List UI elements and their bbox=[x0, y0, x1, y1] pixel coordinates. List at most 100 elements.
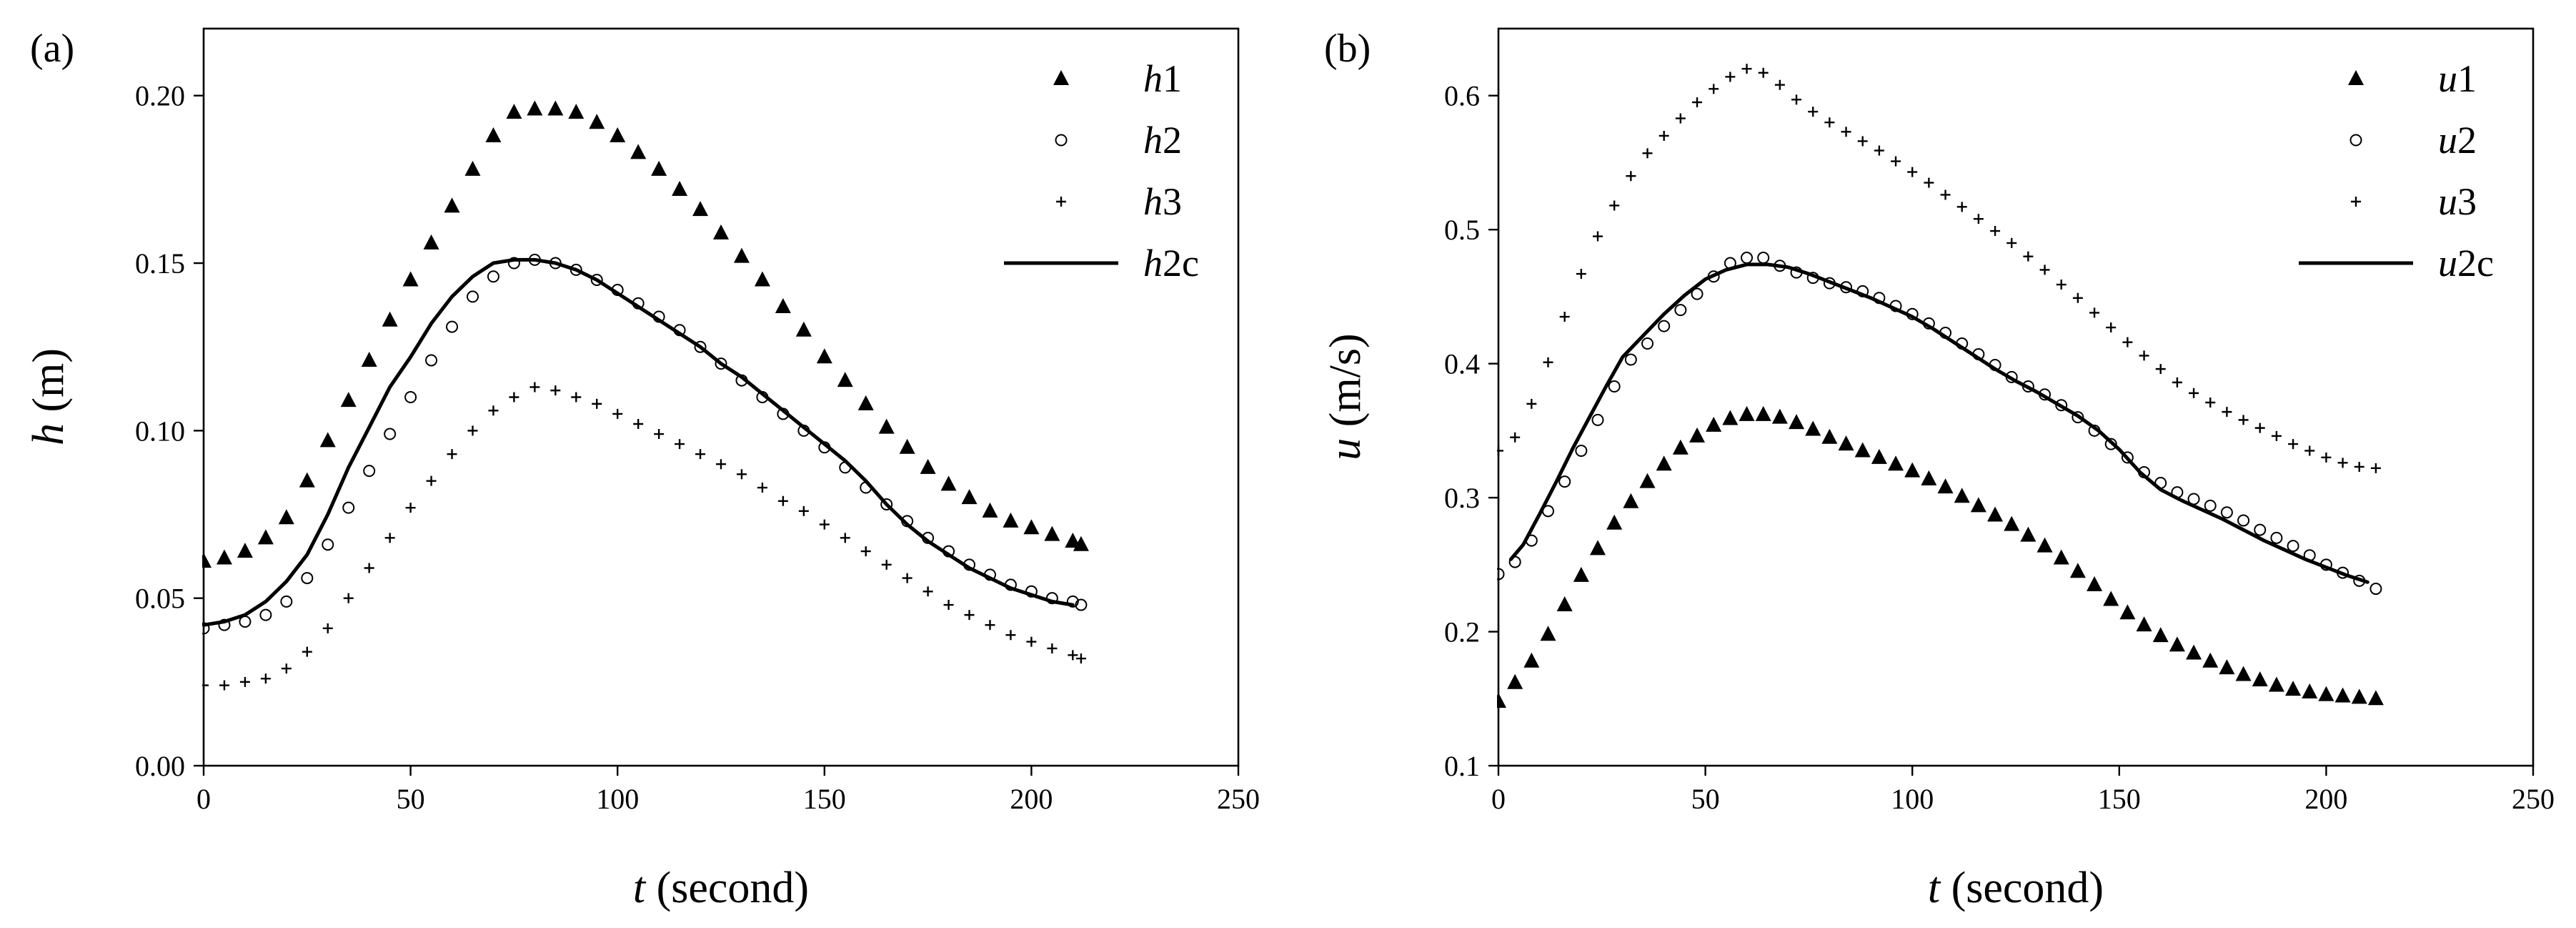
data-point-h3 bbox=[675, 439, 685, 450]
legend-item-u2c: u2c bbox=[2299, 242, 2494, 285]
data-point-u3 bbox=[2056, 280, 2067, 290]
x-tick-label: 50 bbox=[397, 783, 425, 815]
data-point-u3 bbox=[2172, 377, 2182, 388]
data-point-u3 bbox=[2139, 350, 2149, 361]
data-point-u2 bbox=[1674, 304, 1687, 317]
data-point-h3 bbox=[736, 469, 747, 480]
data-point-h3 bbox=[1068, 650, 1078, 661]
data-point-h1 bbox=[237, 543, 253, 558]
data-point-u3 bbox=[1543, 357, 1553, 367]
data-point-u3 bbox=[1791, 94, 1802, 105]
data-point-h1 bbox=[692, 201, 709, 217]
legend-label: h1 bbox=[1143, 57, 1182, 100]
data-point-u1 bbox=[1805, 420, 1821, 436]
data-point-u2 bbox=[1558, 475, 1571, 488]
y-tick-label: 0.15 bbox=[135, 247, 185, 280]
data-point-u3 bbox=[2238, 415, 2249, 425]
data-point-h1 bbox=[1003, 512, 1019, 528]
data-point-h1 bbox=[940, 475, 957, 491]
data-point-h1 bbox=[899, 438, 915, 454]
data-point-u2 bbox=[2270, 531, 2283, 544]
data-point-h3 bbox=[509, 392, 519, 403]
series-h2c-line bbox=[202, 257, 1075, 627]
panel-b-legend: u1 u2 u3 u2c bbox=[2299, 57, 2494, 285]
data-point-h3 bbox=[964, 610, 975, 621]
data-point-h1 bbox=[733, 247, 750, 263]
legend-label: u2 bbox=[2438, 119, 2477, 162]
legend-item-u2: u2 bbox=[2349, 119, 2477, 162]
data-point-h1 bbox=[382, 311, 398, 327]
data-point-u1 bbox=[2334, 687, 2351, 703]
data-point-h1 bbox=[216, 549, 232, 565]
data-point-h1 bbox=[672, 180, 688, 196]
data-point-u3 bbox=[2039, 265, 2050, 275]
data-point-h3 bbox=[1026, 636, 1037, 647]
x-tick-label: 100 bbox=[1891, 783, 1934, 815]
data-point-u1 bbox=[1573, 566, 1589, 582]
panel-a-axes-frame bbox=[202, 27, 1240, 767]
panel-a-x-axis-label: t (second) bbox=[633, 864, 809, 912]
data-point-h3 bbox=[633, 418, 644, 429]
data-point-h1 bbox=[464, 160, 481, 176]
data-point-h1 bbox=[257, 529, 274, 545]
x-tick-label: 150 bbox=[2098, 783, 2141, 815]
data-point-u3 bbox=[1659, 130, 1669, 141]
data-point-h3 bbox=[819, 519, 830, 530]
data-point-u3 bbox=[2023, 251, 2034, 262]
data-point-h1 bbox=[982, 502, 998, 518]
panel-a-y-axis-label: h (m) bbox=[24, 348, 73, 445]
data-point-u3 bbox=[1924, 177, 1934, 188]
data-point-h3 bbox=[860, 546, 871, 557]
data-point-h2 bbox=[694, 340, 707, 353]
data-point-u3 bbox=[1559, 312, 1570, 322]
data-point-h3 bbox=[343, 593, 354, 603]
data-point-u1 bbox=[1556, 596, 1573, 612]
y-tick-label: 0.5 bbox=[1444, 214, 1480, 246]
data-point-h3 bbox=[447, 449, 457, 460]
data-point-u1 bbox=[2285, 681, 2302, 696]
panel-b-ticks: 0 50 100 150 200 250 0.1 0.2 0.3 0.4 0.5 0.6 bbox=[1444, 80, 2555, 815]
panel-a-plot-area bbox=[202, 100, 1089, 691]
legend-marker-circle bbox=[2349, 134, 2362, 147]
x-tick-label: 100 bbox=[596, 783, 639, 815]
data-point-u3 bbox=[1675, 113, 1686, 124]
data-point-u3 bbox=[1824, 117, 1835, 128]
data-point-h1 bbox=[547, 100, 564, 116]
data-point-u1 bbox=[1755, 405, 1771, 421]
data-point-u2 bbox=[2287, 540, 2299, 553]
data-point-h2 bbox=[446, 320, 459, 333]
legend-marker-circle bbox=[1055, 134, 1068, 147]
x-tick-label: 200 bbox=[2304, 783, 2347, 815]
data-point-u1 bbox=[1639, 473, 1656, 488]
data-point-u3 bbox=[1576, 269, 1586, 280]
data-point-u1 bbox=[1672, 439, 1689, 455]
x-tick-label: 150 bbox=[803, 783, 846, 815]
legend-item-u3: u3 bbox=[2351, 180, 2477, 223]
data-point-h3 bbox=[202, 680, 209, 691]
data-point-u1 bbox=[1722, 410, 1739, 425]
panel-b-plot-area bbox=[1497, 64, 2384, 709]
series-u1 bbox=[1497, 405, 2384, 709]
data-point-h2 bbox=[425, 354, 438, 367]
data-point-h1 bbox=[754, 271, 770, 287]
legend-item-h2: h2 bbox=[1055, 119, 1182, 162]
data-point-u1 bbox=[2069, 563, 2086, 578]
series-h1 bbox=[202, 100, 1089, 568]
y-tick-label: 0.1 bbox=[1444, 750, 1480, 782]
series-h3 bbox=[202, 382, 1086, 691]
data-point-h2 bbox=[404, 391, 417, 403]
data-point-h2 bbox=[259, 608, 272, 621]
data-point-u1 bbox=[1739, 405, 1755, 421]
data-point-h1 bbox=[361, 351, 377, 367]
data-point-h3 bbox=[592, 398, 602, 409]
data-point-h1 bbox=[506, 104, 522, 119]
data-point-u1 bbox=[1789, 414, 1805, 430]
data-point-u3 bbox=[1709, 84, 1719, 94]
data-point-u1 bbox=[2103, 591, 2119, 606]
data-point-h1 bbox=[920, 458, 936, 474]
data-point-u3 bbox=[1758, 67, 1769, 78]
data-point-h1 bbox=[1073, 535, 1089, 551]
data-point-u1 bbox=[2020, 526, 2037, 542]
data-point-u1 bbox=[2152, 627, 2169, 643]
data-point-u3 bbox=[2205, 397, 2216, 408]
